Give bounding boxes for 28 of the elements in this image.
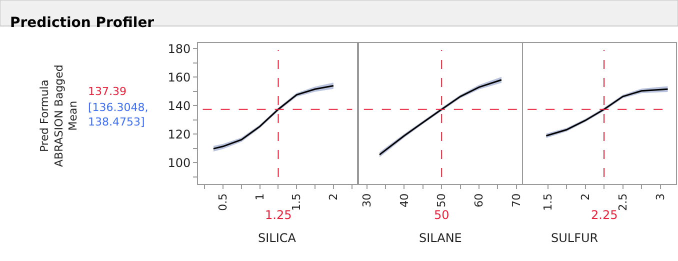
x-tick-label: 2 (578, 193, 592, 200)
text: Prediction Profiler (10, 15, 154, 31)
x-tick-label: 40 (398, 193, 411, 208)
x-tick-label: 1.5 (290, 193, 304, 211)
x-axis-title: SILANE (419, 231, 462, 245)
x-tick-label: 3 (654, 193, 667, 200)
x-tick-label: 1.5 (541, 193, 554, 211)
y-tick-label: 100 (168, 156, 191, 170)
ref-line-label: 1.25 (265, 208, 292, 222)
x-tick-label: 50 (435, 193, 448, 208)
ref-line-label: 50 (434, 208, 450, 222)
text: [136.3048, 138.4753] (88, 101, 148, 128)
y-axis-title: Pred Formula ABRASION Bagged Mean (38, 64, 80, 167)
x-tick-label: 2 (327, 193, 340, 200)
x-axis-title: SILICA (258, 231, 297, 245)
y-tick-label: 140 (168, 98, 191, 113)
x-tick-label: 70 (510, 193, 523, 208)
x-tick-label: 1 (253, 193, 266, 200)
x-tick-label: 60 (472, 193, 486, 208)
ref-line-label: 137.39 (88, 85, 126, 98)
x-tick-label: 2.5 (616, 193, 630, 211)
ref-line-label: 2.25 (591, 208, 618, 222)
x-axis-title: SULFUR (551, 231, 598, 245)
y-tick-label: 120 (168, 127, 191, 142)
x-tick-label: 0.5 (216, 193, 230, 211)
y-tick-label: 180 (168, 42, 191, 56)
y-tick-label: 160 (168, 70, 191, 84)
x-tick-label: 30 (360, 193, 374, 208)
